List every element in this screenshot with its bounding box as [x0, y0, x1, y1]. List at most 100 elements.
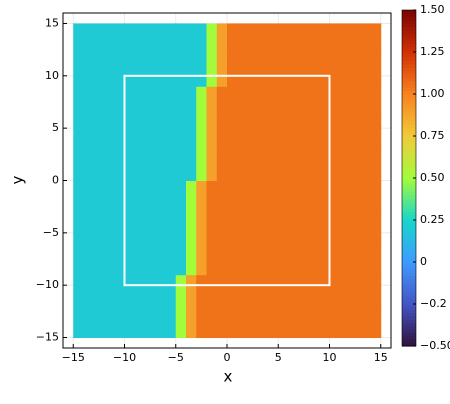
heatmap-cell — [298, 180, 310, 213]
heatmap-cell — [145, 117, 156, 150]
heatmap-cell — [288, 180, 300, 213]
heatmap-cell — [206, 117, 218, 150]
heatmap-cell — [104, 117, 115, 150]
heatmap-cell — [237, 86, 248, 119]
heatmap-cell — [278, 180, 289, 213]
heatmap-cell — [216, 54, 228, 87]
colorbar-tick-label: 1.25 — [420, 45, 445, 58]
heatmap-cell — [206, 211, 218, 244]
heatmap-cell — [360, 149, 371, 181]
x-tick-label: 5 — [275, 351, 282, 364]
heatmap-cell — [134, 23, 146, 56]
heatmap-cell — [124, 274, 136, 307]
heatmap-cell — [360, 211, 371, 244]
heatmap-cell — [124, 23, 136, 56]
heatmap-cell — [206, 86, 218, 119]
heatmap-cell — [124, 54, 136, 87]
heatmap-cell — [370, 149, 382, 181]
heatmap-cell — [216, 117, 228, 150]
heatmap-cell — [268, 180, 279, 213]
colorbar-segment — [402, 181, 416, 186]
heatmap-cell — [165, 211, 177, 244]
heatmap-cell — [175, 86, 187, 119]
heatmap-cell — [175, 23, 187, 56]
colorbar-tick-label: −0.50 — [420, 339, 450, 352]
heatmap-cell — [206, 23, 218, 56]
heatmap-cell — [237, 117, 248, 150]
heatmap-cell — [298, 117, 310, 150]
heatmap-cell — [288, 23, 300, 56]
heatmap-cell — [268, 54, 279, 87]
heatmap-cell — [104, 23, 115, 56]
heatmap-cell — [257, 54, 269, 87]
heatmap-cell — [196, 211, 207, 244]
heatmap-cell — [309, 54, 320, 87]
heatmap-cell — [298, 306, 310, 339]
heatmap-cell — [278, 243, 289, 276]
heatmap-cell — [134, 149, 146, 181]
heatmap-cell — [145, 306, 156, 339]
heatmap-cell — [370, 117, 382, 150]
y-tick-label: 0 — [52, 174, 59, 187]
colorbar-segment — [402, 70, 416, 75]
colorbar-segment — [402, 288, 416, 293]
colorbar-segment — [402, 60, 416, 65]
heatmap-cell — [350, 211, 361, 244]
heatmap-cell — [247, 211, 259, 244]
heatmap-cell — [237, 211, 248, 244]
heatmap-cell — [278, 117, 289, 150]
heatmap-cell — [155, 243, 166, 276]
heatmap-cell — [350, 54, 361, 87]
colorbar-segment — [402, 248, 416, 253]
heatmap-cell — [114, 149, 125, 181]
heatmap-cell — [114, 306, 125, 339]
heatmap-cell — [278, 274, 289, 307]
heatmap-cell — [175, 211, 187, 244]
heatmap-cell — [93, 117, 105, 150]
colorbar-segment — [402, 137, 416, 142]
heatmap-cell — [216, 149, 228, 181]
annotation-box — [123, 74, 331, 287]
heatmap-cell — [93, 149, 105, 181]
colorbar-segment — [402, 157, 416, 162]
heatmap-cell — [145, 86, 156, 119]
colorbar-segment — [402, 63, 416, 68]
heatmap-cell — [247, 274, 259, 307]
x-tick-label: −5 — [168, 351, 184, 364]
heatmap-cell — [206, 149, 218, 181]
heatmap-cell — [329, 306, 341, 339]
colorbar-segment — [402, 161, 416, 166]
heatmap-cell — [134, 211, 146, 244]
heatmap-cell — [206, 306, 218, 339]
heatmap-cell — [93, 243, 105, 276]
heatmap-cell — [247, 23, 259, 56]
heatmap-cell — [350, 243, 361, 276]
heatmap-cell — [278, 54, 289, 87]
colorbar-segment — [402, 171, 416, 176]
colorbar-segment — [402, 114, 416, 119]
heatmap-cell — [165, 149, 177, 181]
heatmap-cell — [247, 306, 259, 339]
heatmap-cell — [145, 23, 156, 56]
colorbar-segment — [402, 309, 416, 313]
heatmap-cell — [165, 86, 177, 119]
heatmap-cell — [247, 54, 259, 87]
colorbar-segment — [402, 188, 416, 193]
colorbar-segment — [402, 322, 416, 327]
colorbar-tick-label: −0.2 — [420, 297, 447, 310]
colorbar-segment — [402, 208, 416, 213]
colorbar-tick-label: 0.25 — [420, 213, 445, 226]
heatmap-cell — [329, 243, 341, 276]
heatmap-cell — [83, 86, 95, 119]
colorbar-segment — [402, 342, 416, 347]
heatmap-cell — [350, 306, 361, 339]
heatmap-cell — [257, 149, 269, 181]
colorbar-segment — [402, 57, 416, 61]
heatmap-cell — [319, 243, 330, 276]
heatmap-cell — [175, 117, 187, 150]
colorbar-segment — [402, 265, 416, 270]
heatmap-cell — [278, 211, 289, 244]
heatmap-cell — [319, 54, 330, 87]
colorbar-segment — [402, 332, 416, 337]
heatmap-cell — [186, 86, 197, 119]
